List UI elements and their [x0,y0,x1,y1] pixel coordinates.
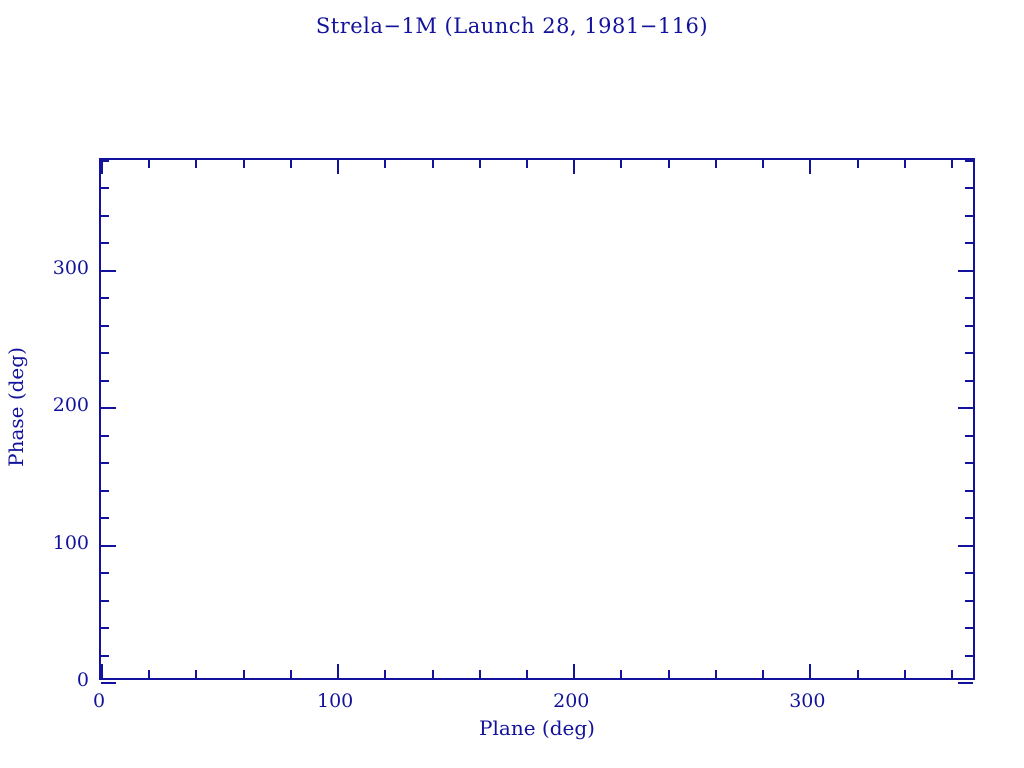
x-major-tick-bottom [809,664,812,678]
x-minor-tick-bottom [620,670,623,678]
y-major-tick-left [101,682,116,684]
x-minor-tick-bottom [714,670,717,678]
x-major-tick-bottom [101,664,103,678]
y-major-tick-right [958,407,973,410]
y-minor-tick-right [965,324,973,327]
x-minor-tick-top [856,160,859,168]
data-series-layer [101,160,973,678]
x-tick-label: 100 [316,690,354,712]
y-major-tick-left [101,269,116,272]
y-minor-tick-right [965,160,973,162]
x-minor-tick-bottom [148,670,151,678]
x-minor-tick-bottom [431,670,434,678]
y-minor-tick-right [965,572,973,575]
y-minor-tick-left [101,462,109,465]
y-minor-tick-left [101,654,109,657]
y-minor-tick-right [965,599,973,602]
y-minor-tick-left [101,599,109,602]
y-minor-tick-left [101,572,109,575]
y-minor-tick-right [965,214,973,217]
plot-area [101,160,973,678]
x-minor-tick-top [951,160,954,168]
x-minor-tick-top [242,160,245,168]
x-minor-tick-top [714,160,717,168]
x-tick-label: 0 [92,690,106,712]
y-minor-tick-right [965,627,973,630]
y-major-tick-right [958,544,973,547]
x-tick-label: 300 [789,690,826,712]
y-minor-tick-left [101,297,109,300]
y-minor-tick-left [101,379,109,382]
y-minor-tick-left [101,627,109,630]
x-major-tick-top [337,160,340,174]
x-minor-tick-top [762,160,765,168]
x-minor-tick-bottom [384,670,387,678]
x-minor-tick-bottom [478,670,481,678]
y-major-tick-right [958,269,973,272]
x-minor-tick-top [431,160,434,168]
x-minor-tick-top [667,160,670,168]
y-minor-tick-left [101,324,109,327]
x-minor-tick-top [903,160,906,168]
x-axis-title: Plane (deg) [479,716,595,740]
x-minor-tick-bottom [667,670,670,678]
y-minor-tick-left [101,434,109,437]
y-tick-label: 300 [52,256,89,279]
x-minor-tick-bottom [762,670,765,678]
x-minor-tick-bottom [526,670,528,678]
x-major-tick-top [809,160,812,174]
x-minor-tick-top [195,160,198,168]
plot-frame [99,158,975,684]
y-minor-tick-left [101,242,109,245]
y-minor-tick-right [965,434,973,437]
y-minor-tick-right [965,379,973,382]
y-tick-label: 200 [52,394,89,417]
x-tick-label: 200 [553,690,590,712]
x-minor-tick-bottom [195,670,198,678]
y-major-tick-left [101,407,116,410]
y-minor-tick-right [965,654,973,657]
x-minor-tick-bottom [951,670,954,678]
chart-title: Strela−1M (Launch 28, 1981−116) [315,14,709,38]
x-minor-tick-top [478,160,481,168]
y-major-tick-left [101,544,116,547]
x-minor-tick-top [148,160,151,168]
y-minor-tick-left [101,214,109,217]
x-major-tick-bottom [337,664,340,678]
y-minor-tick-right [965,352,973,355]
x-minor-tick-top [384,160,387,168]
y-minor-tick-right [965,462,973,465]
x-minor-tick-top [526,160,528,168]
y-tick-label: 0 [76,669,89,691]
y-minor-tick-left [101,517,109,520]
y-minor-tick-right [965,489,973,492]
x-minor-tick-bottom [856,670,859,678]
y-tick-label: 100 [52,531,89,554]
y-minor-tick-right [965,187,973,190]
y-minor-tick-right [965,297,973,300]
x-major-tick-top [101,160,103,174]
y-minor-tick-right [965,242,973,245]
y-minor-tick-left [101,352,109,355]
x-minor-tick-bottom [903,670,906,678]
y-axis-title: Phase (deg) [4,347,28,467]
y-minor-tick-left [101,489,109,492]
x-major-tick-bottom [573,664,576,678]
y-minor-tick-left [101,187,109,190]
x-minor-tick-top [620,160,623,168]
y-major-tick-right [958,682,973,684]
x-minor-tick-bottom [289,670,292,678]
x-minor-tick-top [289,160,292,168]
y-minor-tick-right [965,517,973,520]
x-major-tick-top [573,160,576,174]
x-minor-tick-bottom [242,670,245,678]
y-minor-tick-left [101,160,109,162]
